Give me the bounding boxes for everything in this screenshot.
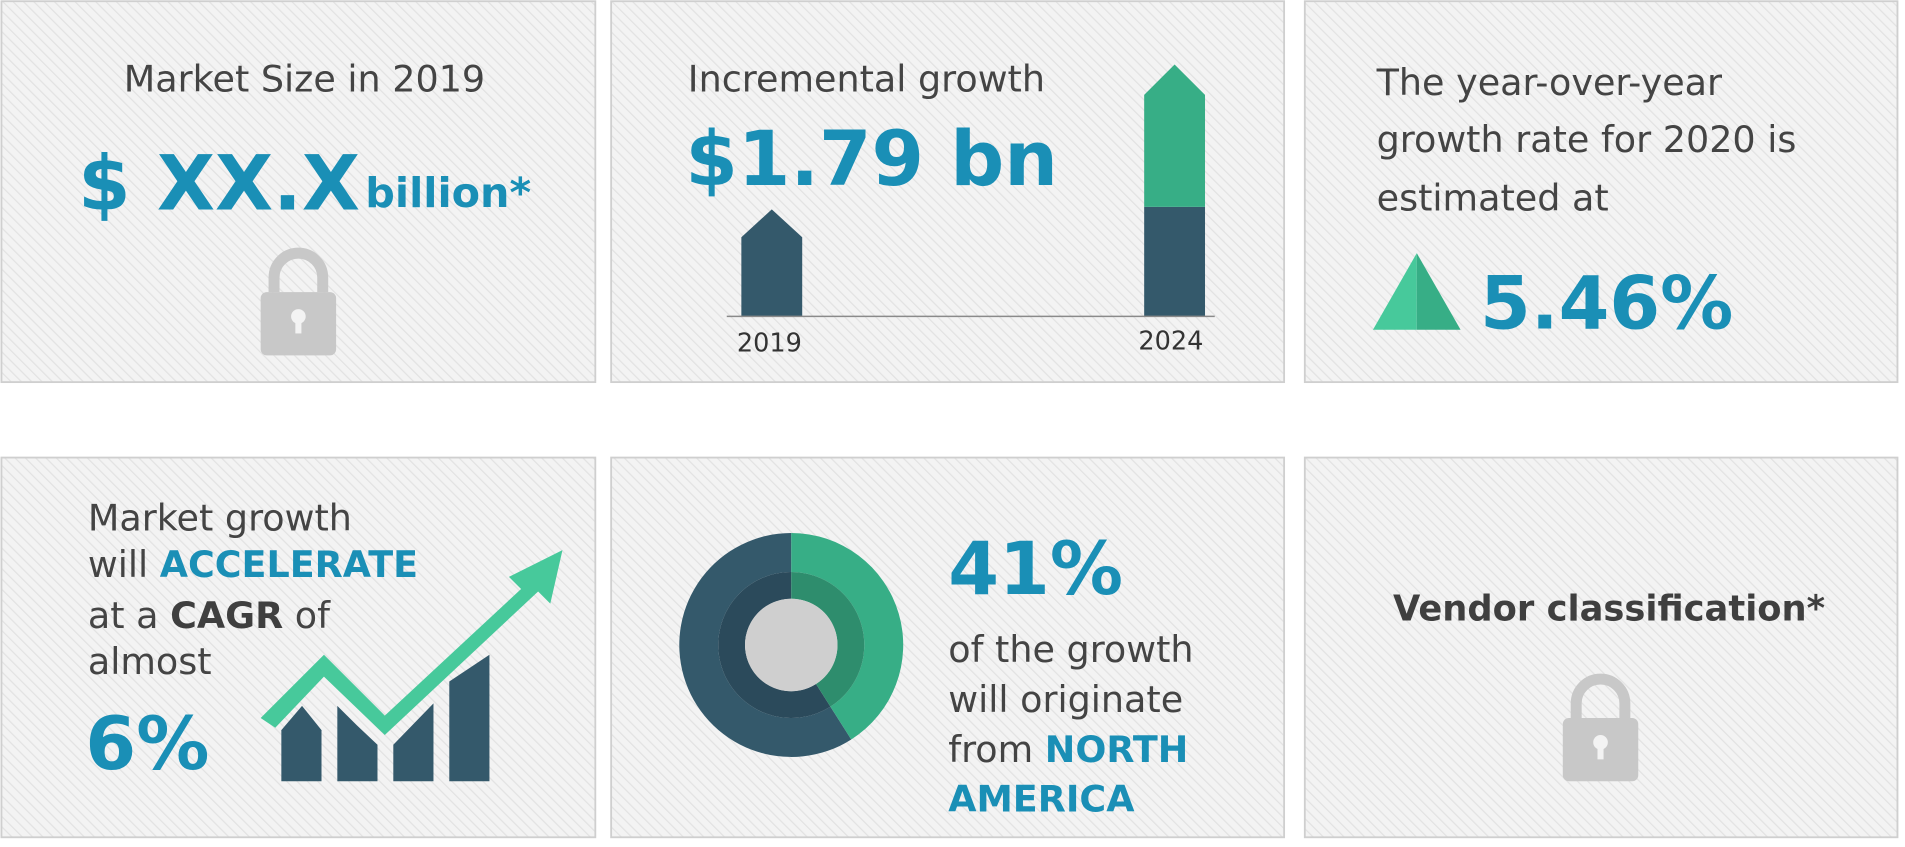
value: 5.46% [1480, 262, 1733, 347]
text: will originate [948, 678, 1183, 721]
card-title: Vendor classification* [1393, 589, 1825, 630]
highlight: AMERICA [948, 778, 1135, 821]
text: almost [88, 640, 212, 683]
donut-share-inner [791, 571, 865, 707]
triangle-icon [1372, 253, 1417, 330]
text-line: from NORTH [948, 728, 1188, 771]
text: at a [88, 594, 170, 637]
donut [679, 533, 904, 757]
donut-share-outer [791, 533, 904, 740]
value: 41% [948, 527, 1123, 612]
text-line: growth rate for 2020 is [1377, 118, 1797, 161]
text-line: almost [88, 640, 212, 683]
axis-label: 2019 [737, 329, 802, 359]
bar-icon [1144, 206, 1206, 317]
highlight: ACCELERATE [160, 543, 418, 586]
value: 6% [85, 702, 209, 787]
bar-icon [741, 209, 803, 317]
highlight: NORTH [1045, 728, 1189, 771]
text-line: at a CAGR of [88, 594, 331, 637]
highlight: CAGR [170, 594, 283, 637]
text-line: will originate [948, 678, 1183, 721]
text: of [283, 594, 331, 637]
text: Market growth [88, 497, 352, 540]
donut-rest-inner [718, 571, 831, 719]
donut-hole [745, 598, 838, 692]
text-line: Market growth [88, 497, 352, 540]
value: $1.79 bn [685, 115, 1058, 203]
axis-label: 2024 [1138, 326, 1203, 356]
text: of the growth [948, 628, 1193, 671]
card-title: Incremental growth [688, 57, 1045, 100]
text-line: AMERICA [948, 778, 1135, 821]
card-title: Market Size in 2019 [124, 57, 485, 100]
text-line: estimated at [1377, 177, 1609, 220]
text: will [88, 543, 160, 586]
unit: billion* [365, 169, 531, 217]
arrow-icon [260, 550, 563, 736]
value: $ XX.X [78, 139, 360, 227]
bar-icon [1144, 64, 1206, 207]
text-line: The year-over-year [1376, 61, 1722, 104]
triangle-icon [1416, 253, 1461, 330]
text: from [948, 728, 1045, 771]
donut-rest-outer [679, 533, 852, 757]
text-line: will ACCELERATE [88, 543, 418, 586]
bars-icon [281, 654, 490, 782]
text-line: of the growth [948, 628, 1193, 671]
